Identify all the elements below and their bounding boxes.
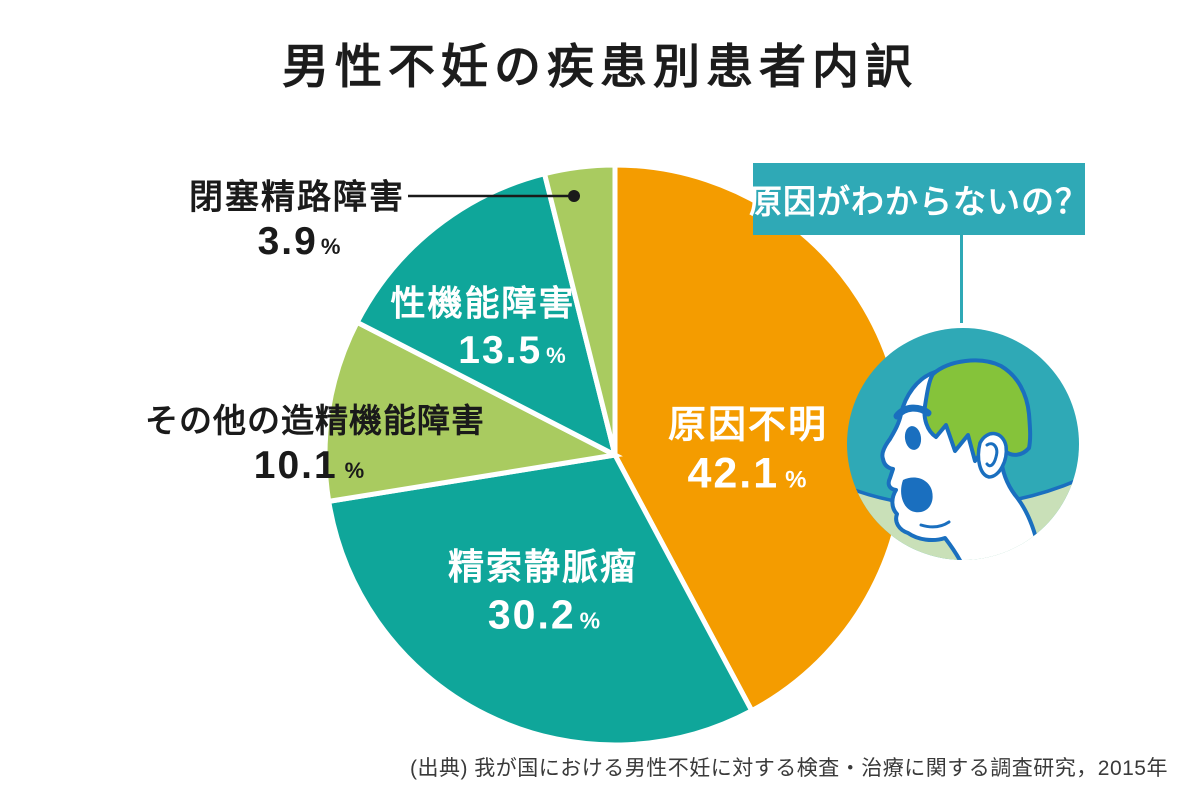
slice-value-other-spermatogenic: 10.1%: [254, 444, 366, 488]
pie-slice: [541, 162, 618, 456]
slice-label-text: 閉塞精路障害: [189, 178, 405, 217]
slice-label-text: 原因不明: [667, 404, 829, 447]
ear-icon: [976, 431, 1009, 479]
man-face-illustration: [847, 328, 1079, 560]
percent-sign: %: [344, 458, 367, 483]
open-mouth-icon: [901, 477, 933, 513]
slice-value-unknown-cause: 42.1%: [687, 450, 808, 499]
slice-label-text: 性機能障害: [390, 284, 576, 324]
source-citation: (出典) 我が国における男性不妊に対する検査・治療に関する調査研究，2015年: [409, 757, 1168, 780]
slice-value-sexual-dysfunction: 13.5%: [458, 329, 567, 373]
eye-icon: [904, 426, 922, 450]
slice-label-obstructive: 閉塞精路障害: [189, 170, 405, 219]
slice-value-number: 30.2: [487, 591, 576, 638]
slice-label-other-spermatogenic: その他の造精機能障害: [145, 394, 485, 442]
callout-bubble: 原因がわからないの？: [749, 163, 1088, 235]
chin-line: [919, 520, 951, 529]
percent-sign: %: [785, 466, 809, 494]
slice-label-varicocele: 精索静脈瘤: [448, 538, 638, 590]
slice-value-number: 42.1: [687, 449, 780, 498]
ear-inner-line: [985, 442, 999, 468]
callout-text: 原因がわからないの？: [749, 183, 1089, 220]
slice-label-text: 精索静脈瘤: [447, 546, 639, 587]
slice-value-number: 13.5: [458, 329, 543, 372]
eyebrow-icon: [893, 404, 932, 420]
slice-value-varicocele: 30.2%: [488, 592, 602, 639]
slice-value-number: 3.9: [257, 220, 318, 263]
pie-slice: [322, 318, 623, 505]
slice-label-unknown-cause: 原因不明: [668, 394, 828, 449]
slice-label-text: その他の造精機能障害: [145, 402, 485, 439]
slice-value-number: 10.1: [253, 444, 338, 487]
pie-slice: [325, 452, 756, 748]
callout-connector-line: [960, 235, 963, 323]
slice-label-sexual-dysfunction: 性機能障害: [390, 276, 575, 327]
percent-sign: %: [320, 234, 343, 259]
leader-dot: [568, 190, 580, 202]
pie-slice: [353, 170, 619, 460]
slice-value-obstructive: 3.9%: [258, 220, 343, 264]
percent-sign: %: [546, 343, 568, 368]
percent-sign: %: [579, 607, 603, 634]
page-title: 男性不妊の疾患別患者内訳: [282, 40, 918, 93]
